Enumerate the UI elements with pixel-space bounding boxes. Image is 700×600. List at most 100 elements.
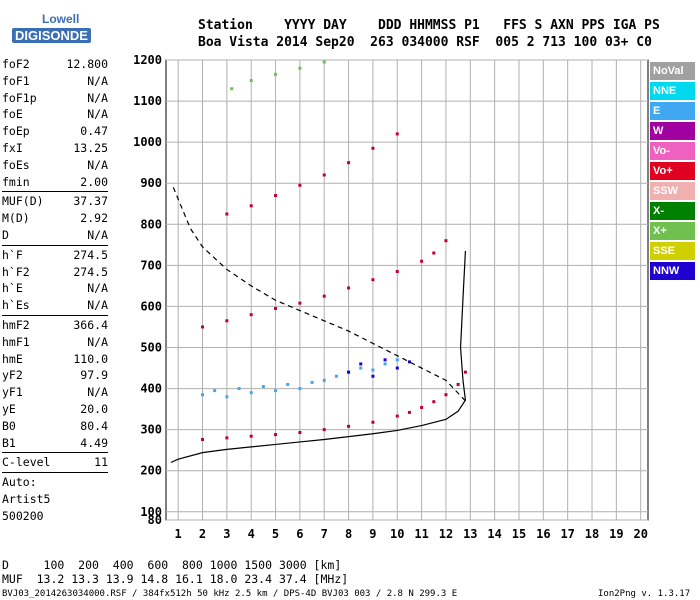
param-key: hmE — [2, 351, 23, 366]
legend-item: NoVal — [650, 62, 695, 80]
param-value: 274.5 — [73, 247, 108, 262]
y-tick-label: 1000 — [133, 135, 162, 149]
param-row: MUF(D) 37.37 — [2, 193, 108, 210]
x-tick-label: 12 — [439, 527, 453, 541]
y-tick-label: 300 — [140, 423, 162, 437]
y-tick-label: 500 — [140, 341, 162, 355]
param-row: yF1 N/A — [2, 384, 108, 401]
param-separator — [2, 244, 108, 246]
plot-frame — [165, 59, 649, 521]
param-key: fmin — [2, 174, 30, 189]
data-point — [347, 370, 351, 374]
digisonde-logo: Lowell DIGISONDE — [2, 4, 92, 54]
param-key: foF1p — [2, 90, 37, 105]
data-point — [347, 286, 351, 290]
param-row: M(D) 2.92 — [2, 210, 108, 227]
data-point — [201, 438, 205, 441]
param-value: N/A — [87, 227, 108, 242]
x-tick-label: 16 — [536, 527, 550, 541]
param-text: 500200 — [2, 508, 44, 523]
footer-file-info: BVJ03_2014263034000.RSF / 384fx512h 50 k… — [2, 589, 458, 599]
data-point — [444, 393, 448, 397]
data-point — [225, 395, 229, 399]
param-key: foF1 — [2, 73, 30, 88]
data-point — [420, 259, 424, 263]
param-value: N/A — [87, 157, 108, 172]
data-point — [383, 362, 387, 366]
data-point — [274, 194, 278, 198]
param-separator — [2, 452, 108, 454]
header-values: Boa Vista 2014 Sep20 263 034000 RSF 005 … — [198, 35, 652, 50]
data-point — [310, 380, 314, 384]
x-tick-label: 3 — [223, 527, 230, 541]
x-tick-label: 13 — [463, 527, 477, 541]
x-tick-label: 10 — [390, 527, 404, 541]
x-tick-label: 15 — [512, 527, 526, 541]
param-value: 2.92 — [80, 211, 108, 226]
param-value: N/A — [87, 334, 108, 349]
x-tick-label: 6 — [296, 527, 303, 541]
legend-item: NNE — [650, 82, 695, 100]
data-point — [274, 433, 278, 437]
param-row: C-level 11 — [2, 454, 108, 471]
param-value: N/A — [87, 73, 108, 88]
param-value: N/A — [87, 281, 108, 296]
param-key: foEs — [2, 157, 30, 172]
data-point — [298, 183, 302, 187]
legend: NoVal NNE E W Vo- Vo+ SSW X- X+ SSE NNW — [650, 62, 695, 282]
y-tick-label: 80 — [148, 513, 162, 527]
legend-item: E — [650, 102, 695, 120]
data-point — [249, 434, 253, 438]
param-row: yF2 97.9 — [2, 367, 108, 384]
data-point — [395, 414, 399, 418]
data-point — [359, 366, 363, 370]
data-point — [261, 385, 265, 389]
param-key: h`E — [2, 281, 23, 296]
data-point — [371, 374, 375, 378]
legend-item: SSW — [650, 182, 695, 200]
footer-version: Ion2Png v. 1.3.17 — [598, 589, 691, 599]
param-value: 12.800 — [66, 57, 108, 71]
param-separator — [2, 472, 108, 474]
param-value: 4.49 — [80, 435, 108, 450]
data-point — [407, 410, 411, 414]
data-point — [371, 146, 375, 150]
param-value: N/A — [87, 298, 108, 313]
x-tick-label: 14 — [487, 527, 501, 541]
param-value: 97.9 — [80, 368, 108, 383]
param-key: h`Es — [2, 298, 30, 313]
param-row: h`Es N/A — [2, 297, 108, 314]
y-tick-label: 1200 — [133, 53, 162, 67]
param-separator — [2, 191, 108, 193]
x-tick-label: 20 — [633, 527, 647, 541]
x-tick-label: 8 — [345, 527, 352, 541]
param-key: hmF1 — [2, 334, 30, 349]
data-point — [432, 400, 436, 404]
x-tick-label: 2 — [199, 527, 206, 541]
legend-item: Vo- — [650, 142, 695, 160]
param-separator — [2, 314, 108, 316]
data-point — [347, 161, 351, 165]
param-row: h`F2 274.5 — [2, 264, 108, 281]
data-point — [298, 66, 302, 70]
param-row: foF1 N/A — [2, 73, 108, 90]
param-text: Artist5 — [2, 491, 51, 506]
param-row: hmF2 366.4 — [2, 317, 108, 334]
data-point — [249, 204, 253, 208]
param-row: foEp 0.47 — [2, 123, 108, 140]
data-point — [274, 306, 278, 310]
x-tick-label: 11 — [414, 527, 428, 541]
y-tick-label: 700 — [140, 258, 162, 272]
y-tick-label: 400 — [140, 382, 162, 396]
param-value: 110.0 — [73, 351, 108, 366]
data-point — [249, 313, 253, 317]
param-row: foF1p N/A — [2, 90, 108, 107]
data-point — [383, 358, 387, 362]
param-value: 0.47 — [80, 124, 108, 139]
x-tick-label: 4 — [248, 527, 255, 541]
data-point — [298, 387, 302, 391]
param-row: hmF1 N/A — [2, 334, 108, 351]
param-text: Auto: — [2, 475, 37, 490]
data-point — [359, 362, 363, 366]
y-tick-label: 100 — [140, 505, 162, 519]
